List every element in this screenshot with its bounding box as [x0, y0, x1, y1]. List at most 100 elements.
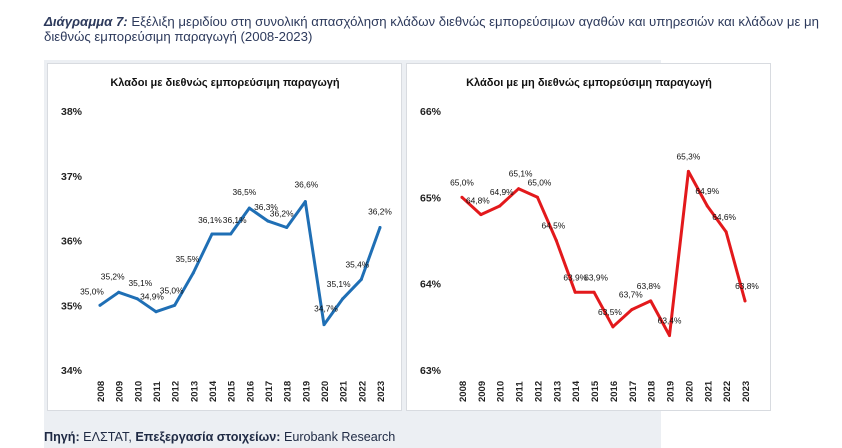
data-point [668, 333, 672, 337]
data-label: 36,6% [294, 180, 318, 190]
x-tick-label: 2019 [666, 381, 677, 402]
x-tick-label: 2018 [647, 381, 658, 402]
x-tick-label: 2009 [115, 381, 126, 402]
data-point [266, 219, 270, 223]
y-tick-label: 35% [61, 300, 83, 312]
data-label: 35,0% [160, 285, 184, 295]
y-tick-label: 34% [61, 365, 83, 377]
data-label: 36,3% [254, 202, 278, 212]
source-note: Πηγή: ΕΛΣΤΑΤ, Επεξεργασία στοιχείων: Eur… [44, 430, 395, 444]
x-tick-label: 2023 [741, 381, 752, 402]
data-point [303, 200, 307, 204]
x-tick-label: 2012 [533, 381, 544, 402]
data-point [649, 299, 653, 303]
x-tick-label: 2008 [458, 381, 469, 402]
figure-title-text: Εξέλιξη μεριδίου στη συνολική απασχόληση… [44, 14, 819, 44]
data-point [630, 308, 634, 312]
chart-panel-non-tradable: Κλάδοι με μη διεθνώς εμπορεύσιμη παραγωγ… [406, 63, 771, 411]
data-label: 63,9% [584, 272, 608, 282]
processing-label: Επεξεργασία στοιχείων: [135, 430, 281, 444]
data-label: 63,5% [598, 307, 622, 317]
chart-non-tradable: Κλάδοι με μη διεθνώς εμπορεύσιμη παραγωγ… [420, 77, 759, 402]
data-label: 35,2% [101, 271, 125, 281]
data-point [322, 323, 326, 327]
data-point [229, 232, 233, 236]
x-tick-label: 2022 [357, 381, 368, 402]
x-tick-label: 2017 [628, 381, 639, 402]
data-label: 35,5% [175, 254, 199, 264]
data-point [535, 195, 539, 199]
data-label: 65,0% [528, 177, 552, 187]
x-tick-label: 2014 [208, 380, 219, 402]
series-line [460, 169, 747, 337]
processing-value: Eurobank Research [280, 430, 396, 444]
data-label: 65,3% [677, 151, 701, 161]
x-tick-label: 2011 [152, 381, 163, 402]
x-tick-label: 2018 [283, 381, 294, 402]
x-tick-label: 2017 [264, 381, 275, 402]
data-label: 34,9% [140, 292, 164, 302]
x-tick-label: 2015 [227, 380, 238, 402]
x-tick-label: 2009 [477, 381, 488, 402]
y-tick-label: 66% [420, 106, 442, 118]
data-point [705, 204, 709, 208]
x-tick-label: 2010 [496, 381, 507, 402]
x-tick-label: 2016 [609, 381, 620, 402]
data-point [460, 195, 464, 199]
data-label: 36,1% [198, 215, 222, 225]
data-point [210, 232, 214, 236]
y-tick-label: 36% [61, 236, 83, 248]
x-tick-label: 2022 [722, 381, 733, 402]
data-label: 63,7% [619, 290, 643, 300]
chart-panel-tradable: Κλαδοι με διεθνώς εμπορεύσιμη παραγωγή 34… [47, 63, 402, 411]
x-tick-label: 2019 [301, 381, 312, 402]
data-point [117, 290, 121, 294]
data-point [554, 239, 558, 242]
data-label: 36,2% [270, 209, 294, 219]
data-point [154, 310, 158, 314]
y-tick-label: 65% [420, 192, 442, 204]
x-tick-label: 2013 [189, 381, 200, 402]
x-tick-label: 2020 [320, 381, 331, 402]
data-point [724, 230, 728, 234]
data-point [98, 303, 102, 307]
data-label: 36,5% [232, 187, 256, 197]
data-label: 35,1% [327, 279, 351, 289]
data-point [686, 169, 690, 173]
figure-title-lead: Διάγραμμα 7: [44, 14, 128, 29]
y-tick-label: 37% [61, 171, 83, 183]
data-label: 63,9% [563, 272, 587, 282]
y-tick-label: 64% [420, 279, 442, 291]
data-point [173, 303, 177, 307]
data-label: 63,4% [658, 315, 682, 325]
x-tick-label: 2011 [515, 381, 526, 402]
data-point [191, 271, 195, 275]
x-tick-label: 2023 [376, 381, 387, 402]
data-label: 35,0% [80, 286, 104, 296]
x-tick-label: 2014 [571, 380, 582, 402]
source-value: ΕΛΣΤΑΤ, [79, 430, 136, 444]
data-label: 65,1% [509, 169, 533, 179]
data-label: 36,1% [223, 215, 247, 225]
data-point [135, 297, 139, 301]
data-label: 64,9% [695, 186, 719, 196]
data-point [743, 299, 747, 303]
data-label: 36,2% [368, 207, 392, 217]
x-tick-label: 2016 [245, 381, 256, 402]
data-label: 65,0% [450, 177, 474, 187]
data-point [378, 226, 382, 230]
data-label: 63,8% [735, 281, 759, 291]
figure-title: Διάγραμμα 7: Εξέλιξη μεριδίου στη συνολι… [44, 14, 834, 44]
y-tick-label: 63% [420, 365, 442, 377]
data-label: 64,9% [490, 187, 514, 197]
x-tick-label: 2012 [171, 381, 182, 402]
x-tick-label: 2021 [339, 380, 350, 402]
data-label: 64,8% [466, 196, 490, 206]
x-tick-label: 2020 [684, 381, 695, 402]
x-tick-label: 2021 [703, 380, 714, 402]
source-label: Πηγή: [44, 430, 80, 444]
data-label: 64,6% [712, 212, 736, 222]
data-label: 34,7% [314, 304, 338, 314]
chart-title: Κλάδοι με μη διεθνώς εμπορεύσιμη παραγωγ… [466, 77, 712, 89]
x-tick-label: 2008 [96, 381, 107, 402]
